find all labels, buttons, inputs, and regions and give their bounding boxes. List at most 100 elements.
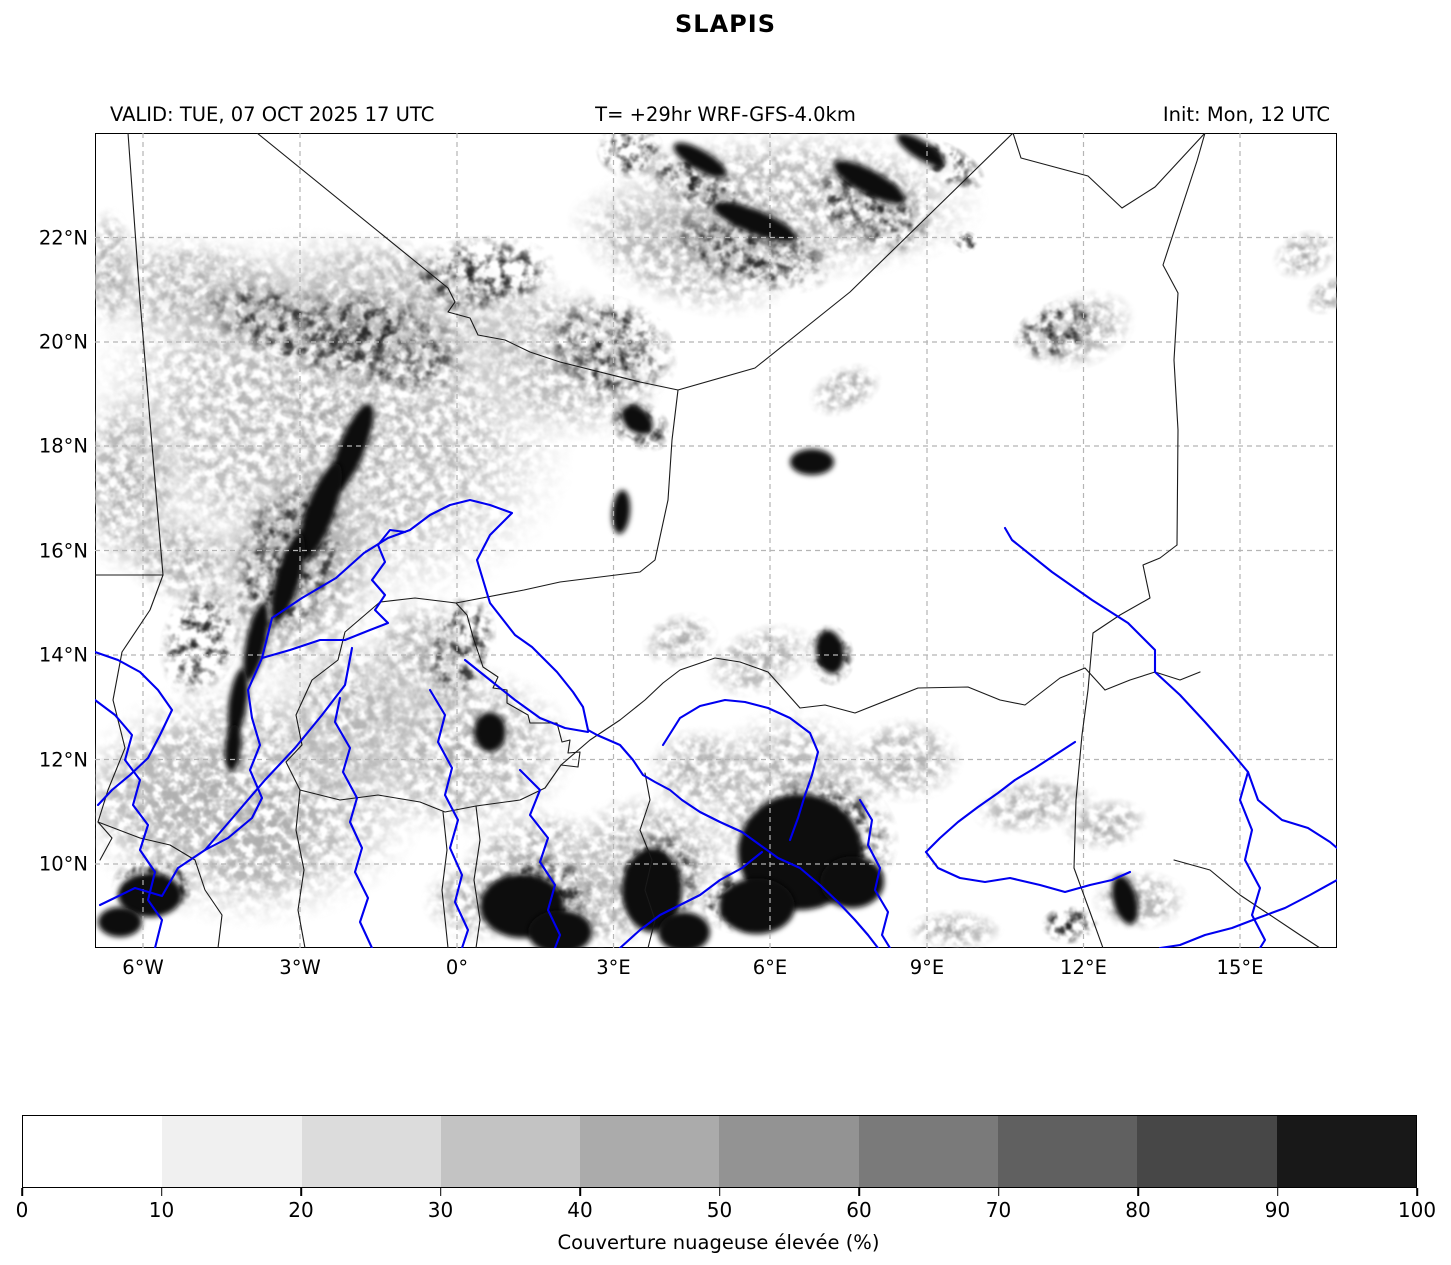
x-tick-label: 12°E bbox=[1060, 956, 1107, 979]
river bbox=[428, 688, 470, 948]
latlon-grid bbox=[95, 133, 1337, 948]
colorbar-tick-label: 10 bbox=[148, 1198, 175, 1222]
cloud-speckle-light bbox=[1304, 274, 1337, 316]
cloud-speckle-dark bbox=[422, 591, 498, 709]
colorbar-tick-mark bbox=[1276, 1188, 1279, 1196]
y-tick-label: 12°N bbox=[38, 748, 88, 771]
country-border bbox=[97, 574, 164, 861]
river bbox=[463, 658, 590, 734]
cloud-dense-blob bbox=[474, 712, 506, 752]
country-border bbox=[97, 821, 223, 948]
river bbox=[661, 698, 820, 842]
cloud-dense-blob bbox=[790, 449, 834, 475]
cloud-dense-blob bbox=[270, 533, 306, 623]
country-border bbox=[127, 133, 164, 576]
colorbar-tick-label: 30 bbox=[427, 1198, 454, 1222]
y-tick-label: 16°N bbox=[38, 539, 88, 562]
cloud-dense-blob bbox=[833, 160, 905, 204]
cloud-speckle-light bbox=[1060, 796, 1150, 854]
cloud-dense-blob bbox=[611, 490, 631, 534]
y-tick-label: 20°N bbox=[38, 330, 88, 354]
cloud-dense-blob bbox=[719, 878, 795, 934]
colorbar-tick-label: 80 bbox=[1125, 1198, 1151, 1222]
y-tick-label: 18°N bbox=[38, 434, 88, 458]
colorbar-segment bbox=[858, 1116, 999, 1187]
country-border bbox=[1073, 544, 1178, 948]
river bbox=[1003, 526, 1157, 674]
river bbox=[95, 650, 174, 807]
country-border bbox=[1012, 133, 1206, 209]
colorbar-tick-mark bbox=[300, 1188, 302, 1196]
cloud-cover-layer bbox=[95, 133, 1337, 948]
river bbox=[858, 798, 892, 948]
colorbar-segment bbox=[719, 1116, 859, 1187]
cloud-speckle-dark bbox=[284, 281, 476, 399]
colorbar-segment bbox=[1137, 1116, 1277, 1187]
y-tick-label: 22°N bbox=[38, 226, 88, 249]
cloud-speckle-dark bbox=[541, 293, 679, 407]
cloud-dense-blob bbox=[227, 668, 249, 736]
cloud-dense-blob bbox=[658, 912, 710, 948]
cloud-dense-blob bbox=[243, 602, 269, 682]
colorbar-segment bbox=[301, 1116, 441, 1187]
cloud-speckle-light bbox=[905, 908, 1005, 948]
cloud-dense-blob bbox=[673, 142, 727, 178]
river bbox=[203, 646, 354, 852]
cloud-speckle-dark bbox=[595, 133, 665, 180]
y-tick-label: 14°N bbox=[38, 643, 88, 667]
colorbar-segment bbox=[580, 1116, 720, 1187]
colorbar-segment bbox=[998, 1116, 1138, 1187]
colorbar-segment bbox=[440, 1116, 581, 1187]
colorbar-tick-mark bbox=[160, 1188, 163, 1196]
country-border bbox=[295, 789, 306, 948]
x-tick-label: 0° bbox=[445, 956, 469, 979]
river bbox=[924, 740, 1077, 854]
river bbox=[924, 850, 1132, 894]
cloud-speckle-light bbox=[1090, 868, 1190, 932]
cloud-speckle-dark bbox=[951, 230, 979, 254]
river bbox=[260, 528, 407, 660]
colorbar-tick-label: 50 bbox=[706, 1198, 733, 1222]
cloud-speckle-light bbox=[702, 621, 818, 699]
country-border bbox=[560, 657, 1106, 766]
colorbar-tick-label: 0 bbox=[15, 1198, 29, 1222]
country-border bbox=[441, 811, 449, 948]
colorbar-segment bbox=[162, 1116, 302, 1187]
country-borders bbox=[95, 133, 1321, 948]
cloud-speckle-light bbox=[645, 725, 755, 815]
colorbar-tick-mark bbox=[439, 1188, 442, 1196]
y-tick-label: 10°N bbox=[38, 852, 88, 876]
cloud-speckle-light bbox=[807, 361, 883, 419]
country-border bbox=[473, 805, 481, 948]
cloud-speckle-dark bbox=[1011, 297, 1105, 363]
map-canvas bbox=[95, 133, 1337, 948]
cloud-speckle-dark bbox=[1040, 905, 1100, 945]
cloud-dense-blob bbox=[224, 724, 242, 772]
colorbar-tick-label: 60 bbox=[846, 1198, 872, 1222]
colorbar-tick-mark bbox=[1416, 1188, 1418, 1196]
country-border bbox=[256, 133, 679, 391]
colorbar-tick-label: 100 bbox=[1397, 1198, 1437, 1222]
x-tick-label: 3°E bbox=[596, 956, 631, 979]
colorbar-tick-mark bbox=[1137, 1188, 1139, 1196]
x-tick-label: 3°W bbox=[279, 956, 321, 979]
cloud-dense-blob bbox=[713, 201, 797, 243]
river bbox=[1153, 670, 1337, 850]
cloud-speckle-dark bbox=[400, 234, 560, 316]
river bbox=[618, 850, 764, 948]
colorbar-tick-mark bbox=[858, 1188, 860, 1196]
colorbar-tick-mark bbox=[21, 1188, 23, 1196]
x-tick-label: 6°W bbox=[122, 956, 164, 979]
cloud-speckle-light bbox=[1271, 228, 1337, 282]
cloud-speckle-dark bbox=[804, 163, 936, 257]
colorbar-segment bbox=[1276, 1116, 1416, 1187]
river bbox=[333, 696, 374, 948]
x-tick-label: 6°E bbox=[752, 956, 788, 979]
x-tick-label: 15°E bbox=[1216, 956, 1264, 979]
cloud-dense-blob bbox=[896, 133, 946, 167]
cloud-dense-blob bbox=[528, 910, 592, 948]
river bbox=[1238, 770, 1267, 948]
cloud-dense-blob bbox=[815, 630, 845, 674]
cloud-speckle-dark bbox=[662, 204, 838, 296]
